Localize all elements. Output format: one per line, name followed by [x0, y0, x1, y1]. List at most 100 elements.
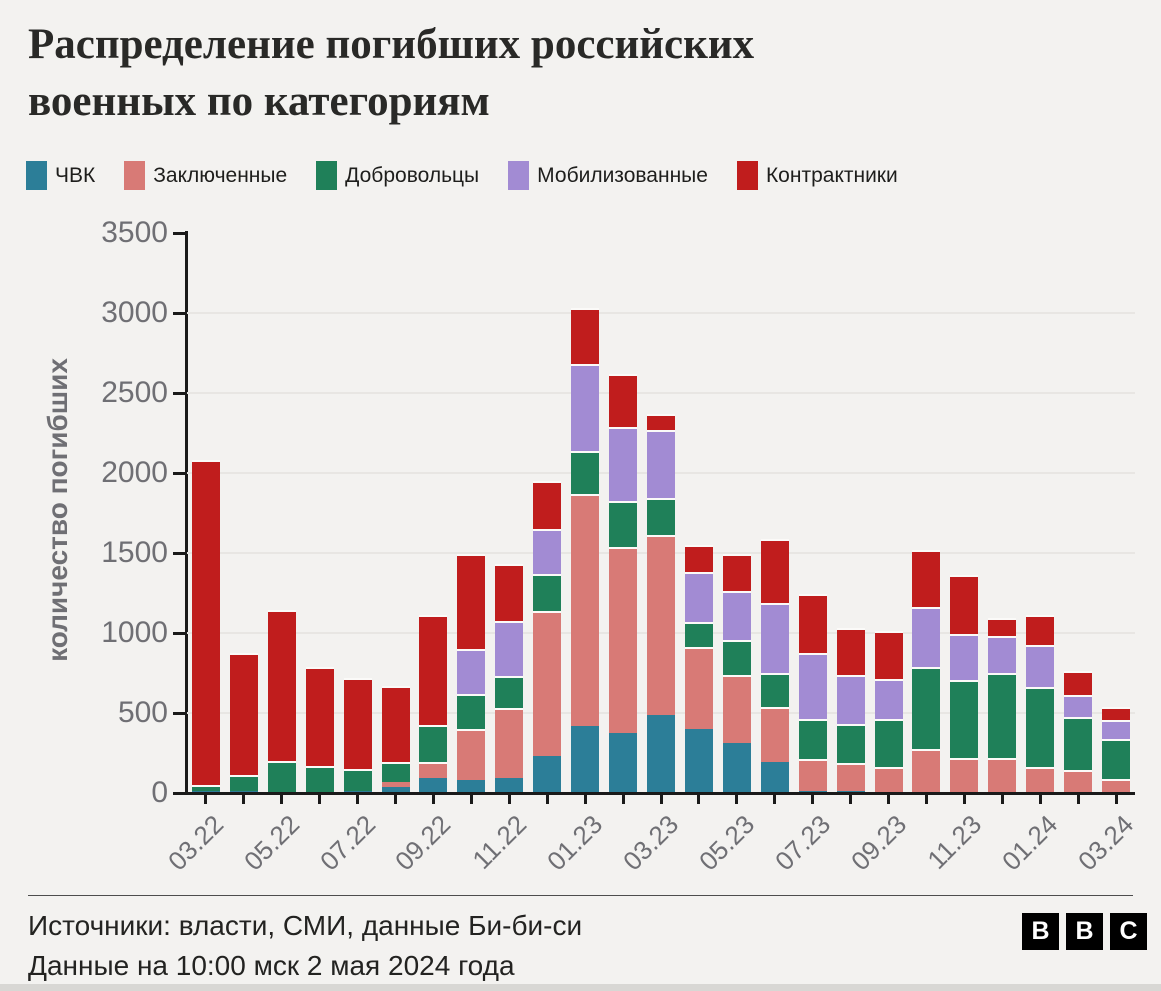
bar-segment [912, 667, 941, 749]
source-line: Источники: власти, СМИ, данные Би-би-си [28, 910, 583, 941]
x-tick-mark [394, 795, 398, 804]
x-tick-mark [1000, 795, 1004, 804]
bar-segment [647, 429, 675, 498]
bar-segment [798, 718, 827, 759]
y-tick-mark [173, 231, 185, 235]
legend-item-label: Заключенные [153, 163, 288, 187]
x-tick-mark [962, 795, 966, 804]
bar-segment [419, 777, 448, 793]
x-tick-mark [773, 795, 777, 804]
bar [305, 233, 334, 793]
bar-segment [457, 553, 486, 649]
bar-segment [343, 769, 372, 792]
bar [267, 233, 296, 793]
bbc-logo-letter: C [1110, 913, 1147, 950]
y-axis-title: количество погибших [42, 358, 73, 662]
legend-item: ЧВК [26, 161, 95, 190]
bar-segment [191, 785, 220, 791]
bar-segment [1064, 717, 1093, 770]
x-tick-mark [659, 795, 663, 804]
bar-segment [495, 676, 524, 709]
y-tick-mark [173, 311, 185, 315]
bar-segment [1026, 686, 1055, 767]
bar-segment [381, 786, 410, 793]
bar-segment [684, 621, 713, 647]
bar-segment [950, 680, 979, 758]
bar-segment [722, 553, 751, 591]
bar [950, 233, 979, 793]
bar [381, 233, 410, 793]
x-tick-mark [469, 795, 473, 804]
bar-segment [836, 628, 865, 675]
bar-segment [457, 649, 486, 694]
bar [191, 233, 220, 793]
data-date-line: Данные на 10:00 мск 2 мая 2024 года [28, 950, 515, 981]
bar-segment [836, 762, 865, 792]
bar [836, 233, 865, 793]
plot-area [187, 233, 1135, 793]
gridline [187, 392, 1135, 394]
x-axis-baseline [185, 792, 1135, 795]
bar-segment [495, 777, 524, 793]
bar-segment [1102, 720, 1131, 740]
x-tick-mark [583, 795, 587, 804]
bar [495, 233, 524, 793]
bar-segment [533, 610, 562, 757]
y-tick-label: 2500 [101, 376, 168, 409]
bar-segment [229, 775, 258, 792]
x-tick-mark [924, 795, 928, 804]
x-tick-mark [887, 795, 891, 804]
bar-segment [874, 678, 903, 720]
bar-segment [874, 719, 903, 768]
x-tick-mark [318, 795, 322, 804]
x-tick-mark [1114, 795, 1118, 804]
bar [798, 233, 827, 793]
bbc-logo: B B C [1022, 913, 1147, 950]
x-tick-mark [735, 795, 739, 804]
bar-segment [722, 674, 751, 744]
bottom-strip [0, 984, 1161, 991]
bar [988, 233, 1017, 793]
y-tick-label: 1500 [101, 536, 168, 569]
footer: Источники: власти, СМИ, данные Би-би-си … [28, 906, 582, 986]
bar-segment [798, 790, 827, 793]
bar-segment [533, 529, 562, 574]
bbc-logo-letter: B [1066, 913, 1103, 950]
legend-item-label: Мобилизованные [537, 163, 708, 187]
bar-segment [609, 547, 638, 733]
y-tick-label: 0 [151, 776, 168, 809]
gridline [187, 312, 1135, 314]
x-tick-mark [621, 795, 625, 804]
legend-swatch-icon [508, 161, 530, 190]
bar-segment [988, 757, 1017, 793]
bar-segment [988, 617, 1017, 637]
bar-segment [571, 450, 600, 494]
y-tick-mark [173, 711, 185, 715]
bar-segment [571, 364, 600, 451]
bar-segment [798, 758, 827, 791]
bar-segment [722, 640, 751, 675]
bar-segment [1102, 778, 1131, 793]
bbc-logo-letter: B [1022, 913, 1059, 950]
bar-segment [950, 757, 979, 793]
bar [343, 233, 372, 793]
legend-swatch-icon [26, 161, 47, 190]
bar [609, 233, 638, 793]
bar-segment [1102, 739, 1131, 779]
x-tick-mark [431, 795, 435, 804]
bar-segment [381, 781, 410, 787]
bar-segment [495, 621, 524, 677]
bar-segment [684, 545, 713, 573]
bar-segment [267, 609, 296, 761]
y-tick-label: 3000 [101, 296, 168, 329]
x-tick-mark [242, 795, 246, 804]
x-tick-mark [507, 795, 511, 804]
x-tick-mark [356, 795, 360, 804]
bar [684, 233, 713, 793]
bar-segment [1064, 670, 1093, 695]
bar-segment [684, 646, 713, 729]
bar-segment [647, 413, 675, 430]
legend-item: Контрактники [736, 161, 898, 190]
bar-segment [874, 630, 903, 679]
legend-item-label: ЧВК [55, 163, 96, 187]
